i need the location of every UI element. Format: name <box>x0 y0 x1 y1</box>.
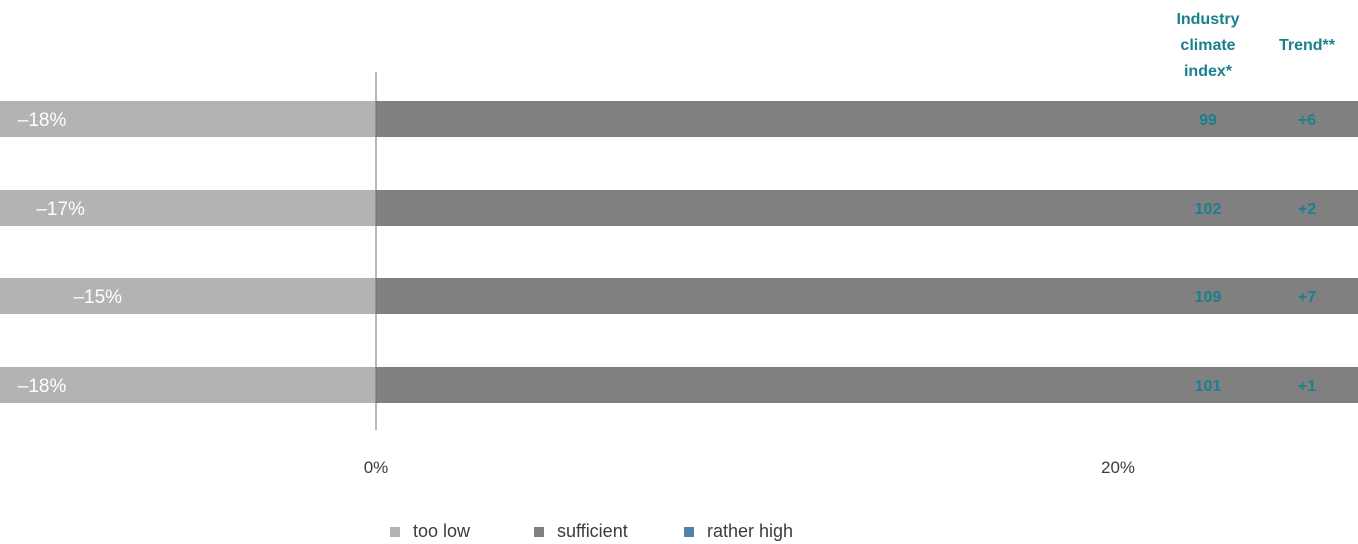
trend-value: +6 <box>1298 112 1316 129</box>
trend-header: Trend** <box>1279 37 1336 54</box>
bar-sufficient <box>376 278 1358 314</box>
bar-value-label: –17% <box>36 199 85 220</box>
bar-sufficient <box>376 367 1358 403</box>
industry-climate-index-header: index* <box>1184 63 1233 80</box>
legend-label: rather high <box>707 521 793 541</box>
industry-climate-index-header: climate <box>1180 37 1235 54</box>
bar-too-low <box>0 278 376 314</box>
bar-too-low <box>0 101 376 137</box>
x-tick-label: 20% <box>1101 458 1135 477</box>
legend-label: too low <box>413 521 471 541</box>
trend-value: +1 <box>1298 378 1316 395</box>
industry-climate-index-value: 109 <box>1195 289 1222 306</box>
industry-climate-index-header: Industry <box>1176 11 1239 28</box>
legend-swatch-too-low <box>390 527 400 537</box>
legend-label: sufficient <box>557 521 628 541</box>
trend-value: +2 <box>1298 201 1316 218</box>
trend-value: +7 <box>1298 289 1316 306</box>
legend-swatch-sufficient <box>534 527 544 537</box>
bar-too-low <box>0 367 376 403</box>
industry-climate-index-value: 102 <box>1195 201 1222 218</box>
legend-swatch-rather-high <box>684 527 694 537</box>
industry-climate-index-value: 99 <box>1199 112 1217 129</box>
industry-climate-index-value: 101 <box>1195 378 1222 395</box>
bar-sufficient <box>376 190 1358 226</box>
bar-value-label: –18% <box>18 376 67 397</box>
bar-too-low <box>0 190 377 226</box>
bar-value-label: –15% <box>73 287 122 308</box>
x-tick-label: 0% <box>364 458 389 477</box>
bar-value-label: –18% <box>18 110 67 131</box>
bar-sufficient <box>376 101 1358 137</box>
